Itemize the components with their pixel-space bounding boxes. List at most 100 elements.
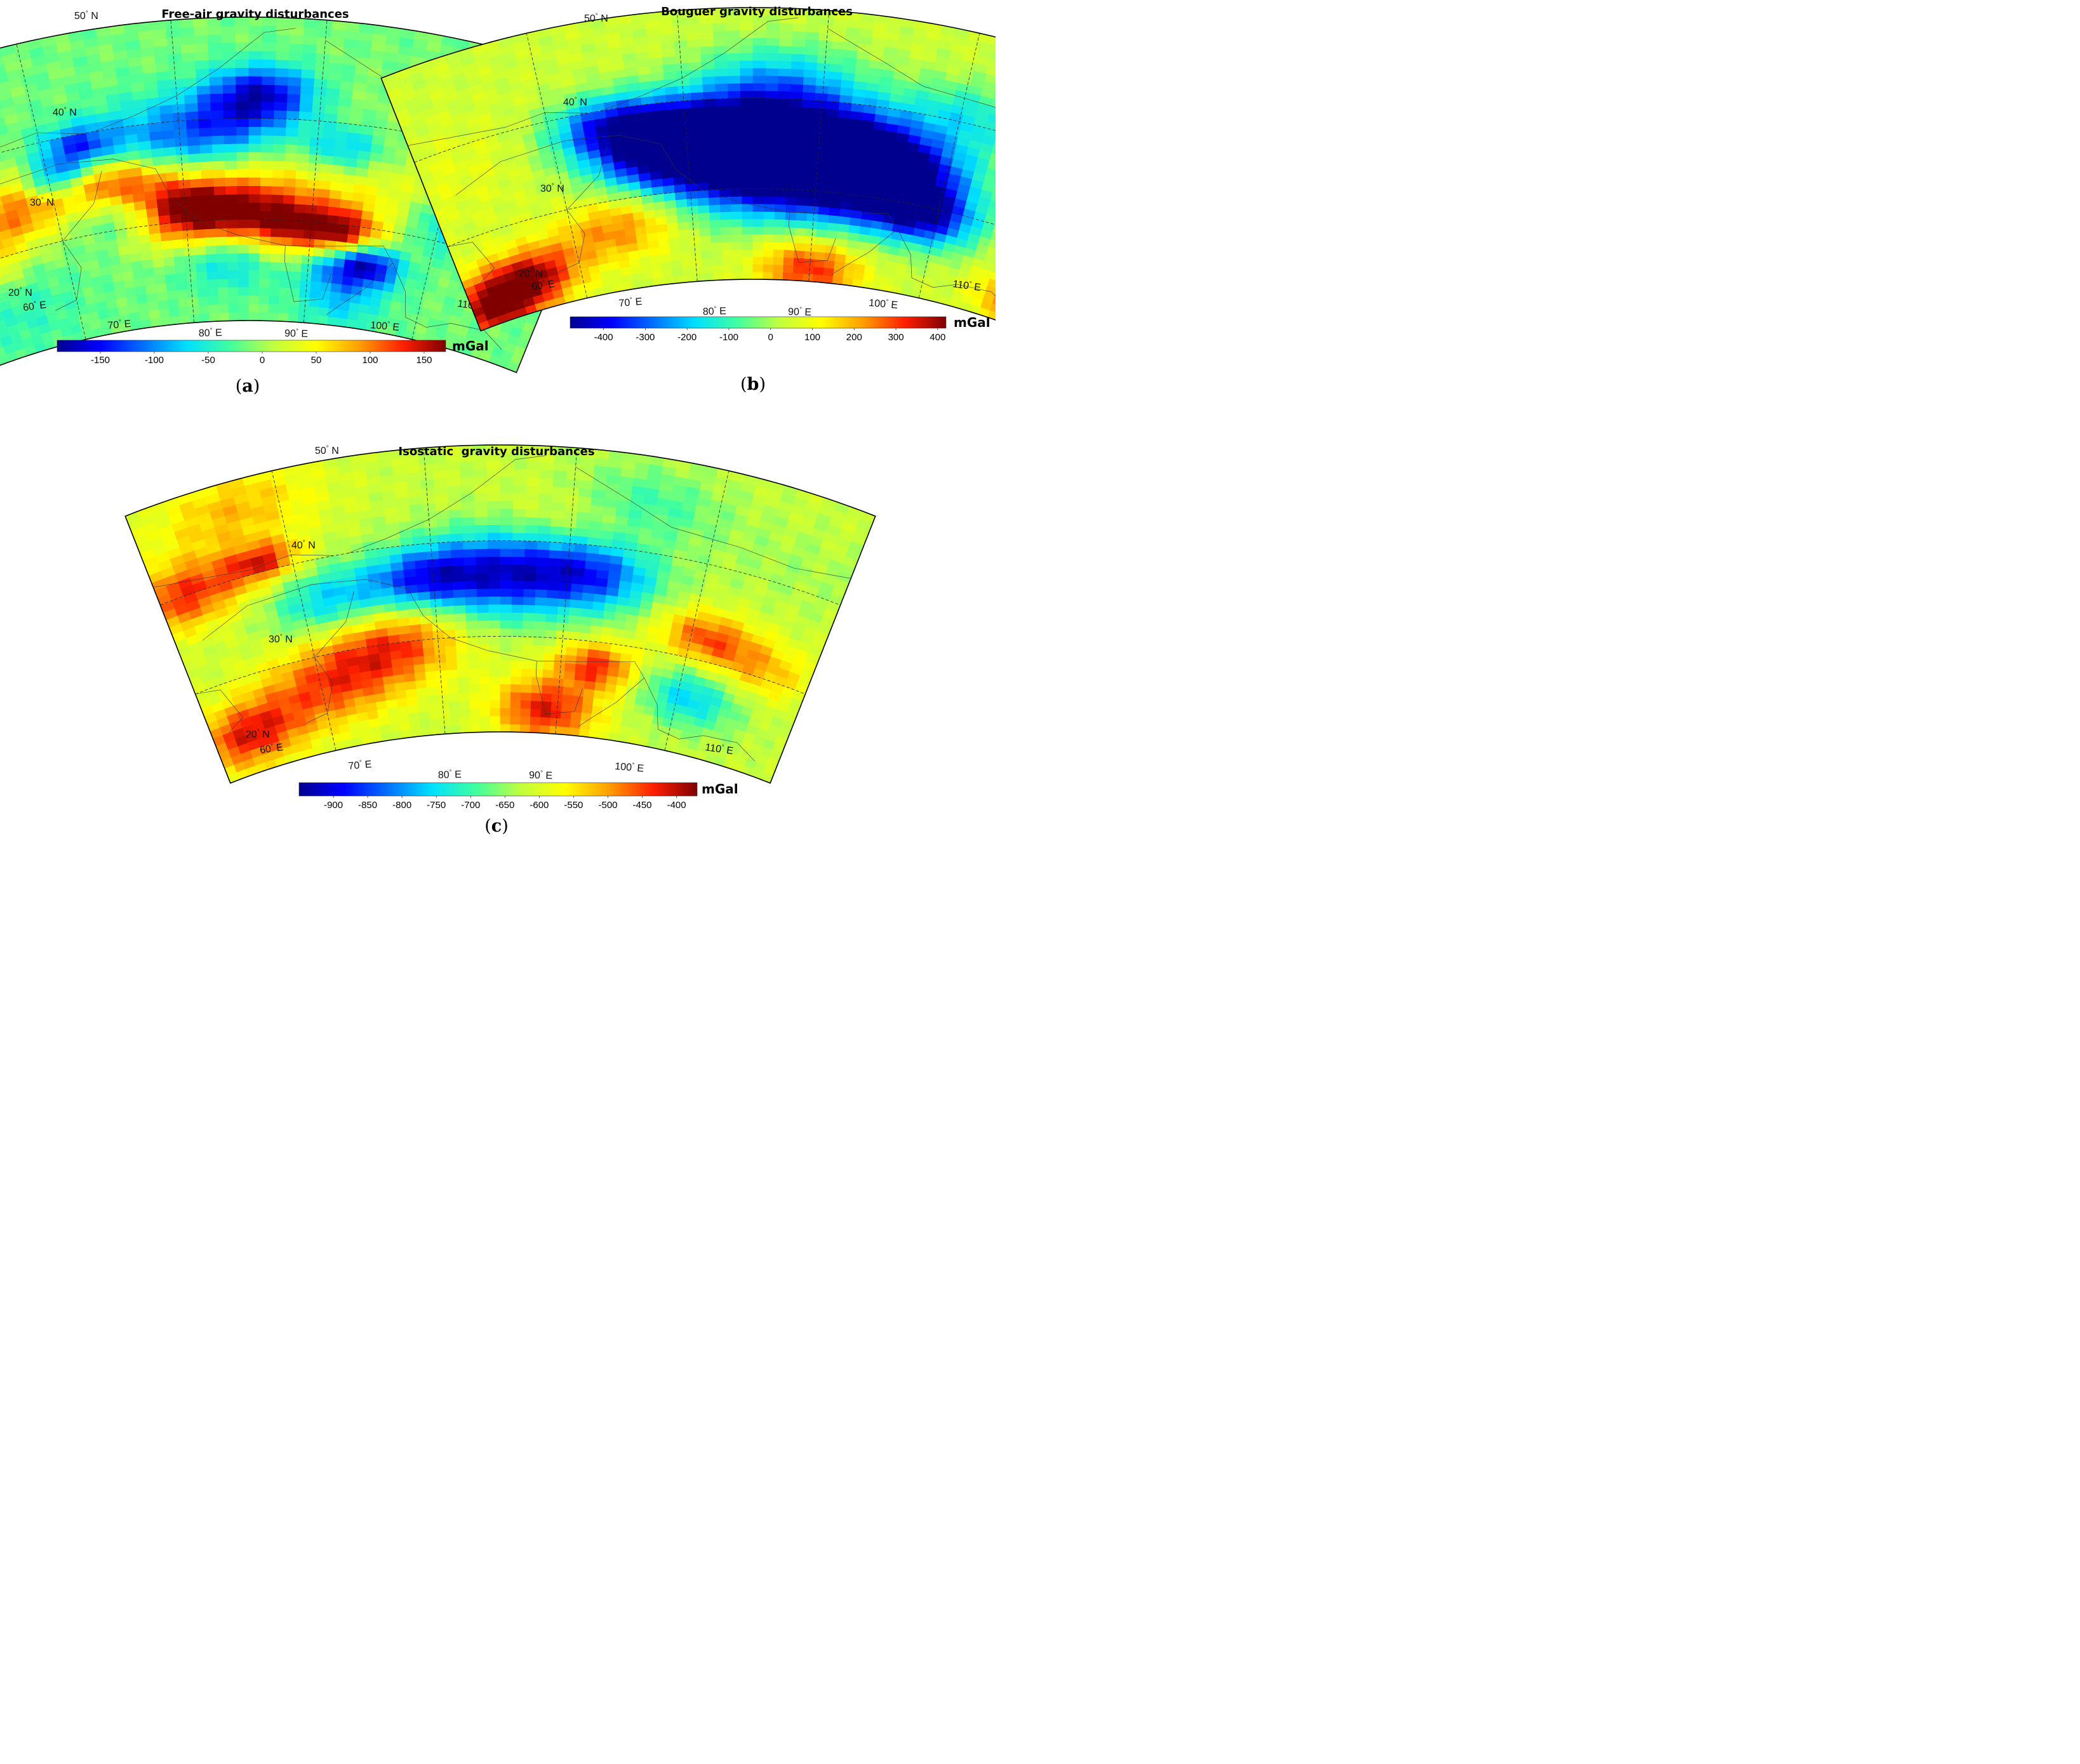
heatmap-cell [678,100,692,109]
heatmap-cell [270,236,283,246]
heatmap-cell [260,152,274,161]
heatmap-cell [429,718,441,727]
heatmap-cell [317,307,330,317]
heatmap-cell [774,218,786,228]
heatmap-cell [136,216,149,228]
heatmap-cell [752,263,764,272]
heatmap-cell [399,528,413,538]
heatmap-cell [752,90,766,99]
heatmap-cell [331,164,345,175]
colorbar-tick: -200 [677,332,697,343]
heatmap-cell [406,696,418,706]
heatmap-cell [338,96,352,107]
heatmap-cell [436,677,448,687]
lon-label-70: 70° E [618,296,643,309]
heatmap-cell [740,45,754,53]
heatmap-cell [787,151,800,161]
heatmap-cell [787,143,801,153]
heatmap-cell [342,173,356,184]
heatmap-cell [152,29,167,39]
heatmap-cell [825,244,837,254]
heatmap-cell [239,312,250,321]
heatmap-cell [740,75,754,84]
lat-suffix: N [46,197,54,208]
heatmap-cell [812,274,824,283]
heatmap-cell [775,181,787,190]
heatmap-cell [188,153,201,163]
heatmap-cell [194,34,209,44]
heatmap-cell [191,203,204,213]
heatmap-cell [701,257,713,267]
heatmap-cell [157,206,170,216]
heatmap-cell [783,242,796,251]
heatmap-cell [146,292,158,303]
heatmap-cell [752,226,764,235]
heatmap-cell [179,314,190,324]
heatmap-cell [820,168,834,178]
heatmap-cell [417,695,429,705]
heatmap-cell [192,211,204,222]
heatmap-cell [281,245,293,255]
heatmap-cell [742,263,754,272]
heatmap-cell [424,662,437,672]
heatmap-cell [418,599,432,609]
heatmap-cell [248,143,262,152]
heatmap-cell [248,295,260,304]
heatmap-cell [288,313,299,322]
heatmap-cell [149,130,163,141]
heatmap-cell [258,303,269,313]
heatmap-cell [349,216,362,228]
heatmap-cell [273,118,287,128]
heatmap-cell [668,237,681,246]
heatmap-cell [342,182,355,193]
heatmap-cell [304,213,317,223]
heatmap-cell [323,248,336,258]
heatmap-cell [816,229,828,238]
heatmap-cell [176,154,189,164]
heatmap-cell [235,59,250,69]
heatmap-cell [689,76,703,86]
border-line [0,159,393,315]
heatmap-cell [396,697,408,707]
heatmap-cell [184,255,196,265]
heatmap-cell [197,288,209,298]
heatmap-cell [398,713,410,723]
heatmap-cell [143,80,158,91]
heatmap-cell [173,247,185,257]
heatmap-cell [272,152,286,162]
heatmap-cell [262,50,276,60]
colorbar-ticks: -150 -100 -50 0 50 100 150 [91,352,432,366]
heatmap-cell [342,267,355,277]
heatmap-cell [731,203,743,212]
heatmap-cell [342,275,354,286]
border-line [95,28,296,132]
heatmap-cell [260,135,274,145]
heatmap-cell [399,633,412,643]
heatmap-cell [161,121,175,131]
heatmap-cell [248,101,262,110]
heatmap-cell [692,273,704,282]
heatmap-cell [676,206,688,215]
heatmap-cell [300,280,312,290]
heatmap-cell [282,211,295,221]
heatmap-cell [740,113,754,121]
heatmap-cell [197,279,208,289]
heatmap-cell [439,709,450,719]
heatmap-cell [138,30,154,41]
heatmap-cell [675,199,688,208]
heatmap-cell [300,77,315,88]
heatmap-cell [815,244,827,253]
heatmap-cell [728,121,742,129]
heatmap-cell [223,109,237,119]
lon-suffix: E [39,300,47,311]
heatmap-cell [190,187,203,197]
heatmap-cell [235,67,250,77]
heatmap-cell [208,287,219,297]
heatmap-cell [763,218,775,227]
heatmap-cell [340,190,354,201]
heatmap-cell [835,246,848,255]
heatmap-cell [162,138,176,148]
heatmap-cell [156,189,169,200]
heatmap-cell [196,76,210,86]
heatmap-cell [195,254,207,264]
